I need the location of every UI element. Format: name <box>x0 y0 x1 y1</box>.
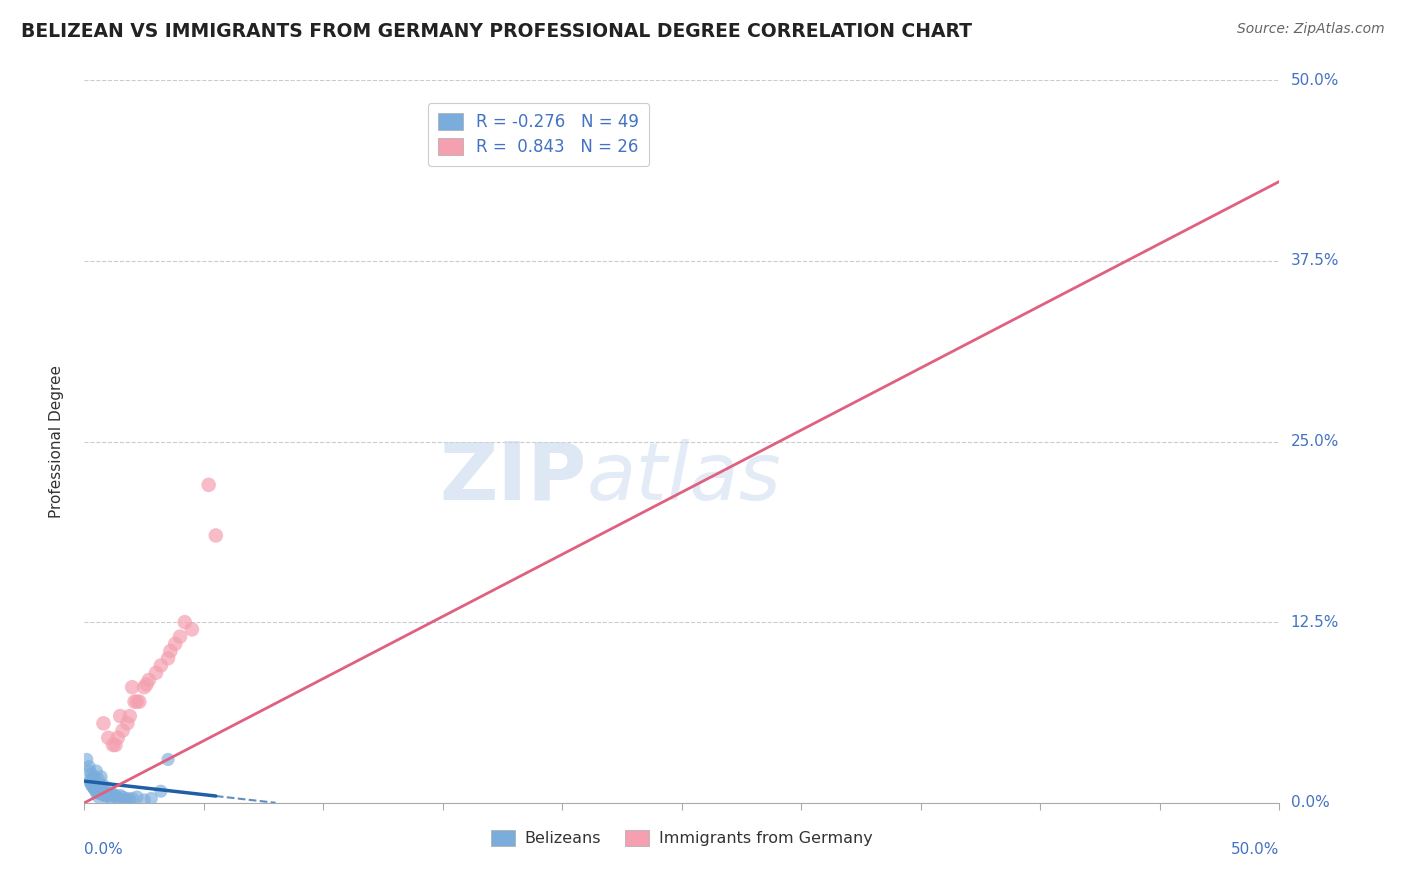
Point <box>94 790 117 805</box>
Point <box>93 716 115 731</box>
Point <box>90 770 112 784</box>
Point <box>128 695 150 709</box>
Point <box>101 738 124 752</box>
Point <box>165 637 187 651</box>
Text: 25.0%: 25.0% <box>1291 434 1339 449</box>
Point <box>110 709 132 723</box>
Point <box>117 791 139 805</box>
Point <box>121 791 143 805</box>
Point <box>181 623 204 637</box>
Text: 50.0%: 50.0% <box>1291 73 1339 87</box>
Point <box>93 779 115 793</box>
Point <box>87 784 110 798</box>
Text: 0.0%: 0.0% <box>84 842 124 856</box>
Point <box>110 789 132 803</box>
Point <box>86 764 108 778</box>
Point <box>97 781 120 796</box>
Point <box>135 677 157 691</box>
Point <box>100 789 122 803</box>
Point <box>157 651 180 665</box>
Point <box>197 478 219 492</box>
Point <box>107 731 129 745</box>
Point <box>149 784 172 798</box>
Point <box>83 781 105 796</box>
Point <box>107 791 129 805</box>
Point <box>173 615 195 630</box>
Point <box>104 790 127 805</box>
Point <box>132 793 156 807</box>
Point <box>87 790 110 805</box>
Point <box>114 793 136 807</box>
Point <box>145 665 167 680</box>
Text: 50.0%: 50.0% <box>1232 842 1279 856</box>
Text: 37.5%: 37.5% <box>1291 253 1339 268</box>
Point <box>104 738 127 752</box>
Point <box>86 786 108 800</box>
Point <box>125 790 148 805</box>
Text: Source: ZipAtlas.com: Source: ZipAtlas.com <box>1237 22 1385 37</box>
Point <box>159 644 181 658</box>
Point <box>205 528 228 542</box>
Point <box>90 787 112 801</box>
Point <box>111 723 134 738</box>
Point <box>80 779 103 793</box>
Point <box>97 787 120 801</box>
Point <box>138 673 160 687</box>
Point <box>117 716 139 731</box>
Point <box>93 787 115 801</box>
Point <box>104 789 127 803</box>
Y-axis label: Professional Degree: Professional Degree <box>49 365 63 518</box>
Point <box>90 782 112 797</box>
Text: BELIZEAN VS IMMIGRANTS FROM GERMANY PROFESSIONAL DEGREE CORRELATION CHART: BELIZEAN VS IMMIGRANTS FROM GERMANY PROF… <box>21 22 972 41</box>
Point <box>169 630 191 644</box>
Point <box>77 774 100 789</box>
Point <box>80 772 103 787</box>
Point <box>111 790 134 805</box>
Point <box>90 784 112 798</box>
Point <box>83 775 105 789</box>
Point <box>124 695 146 709</box>
Point <box>93 782 115 797</box>
Point <box>121 680 143 694</box>
Point <box>77 760 100 774</box>
Text: 12.5%: 12.5% <box>1291 615 1339 630</box>
Point <box>97 731 120 745</box>
Point <box>80 767 103 781</box>
Point <box>87 772 110 787</box>
Point <box>76 752 98 766</box>
Point <box>86 784 108 798</box>
Point <box>80 777 103 791</box>
Point <box>141 791 163 805</box>
Point <box>87 786 110 800</box>
Point <box>86 774 108 789</box>
Point <box>125 695 148 709</box>
Point <box>94 789 117 803</box>
Point <box>118 793 141 807</box>
Point <box>149 658 172 673</box>
Point <box>132 680 156 694</box>
Point <box>157 752 180 766</box>
Text: 0.0%: 0.0% <box>1291 796 1329 810</box>
Point <box>101 787 124 801</box>
Point <box>83 781 105 796</box>
Point <box>118 709 141 723</box>
Point <box>77 764 100 778</box>
Legend: Belizeans, Immigrants from Germany: Belizeans, Immigrants from Germany <box>485 823 879 853</box>
Point <box>83 780 105 794</box>
Text: ZIP: ZIP <box>439 439 586 516</box>
Point <box>100 791 122 805</box>
Point <box>83 770 105 784</box>
Text: atlas: atlas <box>586 439 782 516</box>
